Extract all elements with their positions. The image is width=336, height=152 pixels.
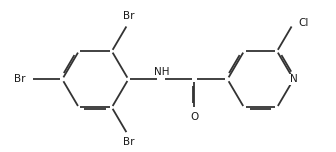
Text: N: N — [290, 74, 297, 84]
Text: Br: Br — [123, 12, 134, 21]
Text: NH: NH — [154, 67, 169, 77]
Text: O: O — [190, 112, 199, 122]
Text: Cl: Cl — [298, 18, 309, 28]
Text: Br: Br — [14, 74, 26, 84]
Text: Br: Br — [123, 137, 134, 147]
